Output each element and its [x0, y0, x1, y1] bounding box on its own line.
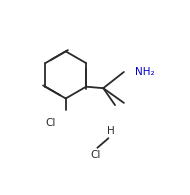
Text: NH₂: NH₂	[135, 67, 154, 77]
Text: Cl: Cl	[45, 118, 55, 128]
Text: Cl: Cl	[90, 150, 101, 160]
Text: H: H	[108, 126, 115, 136]
